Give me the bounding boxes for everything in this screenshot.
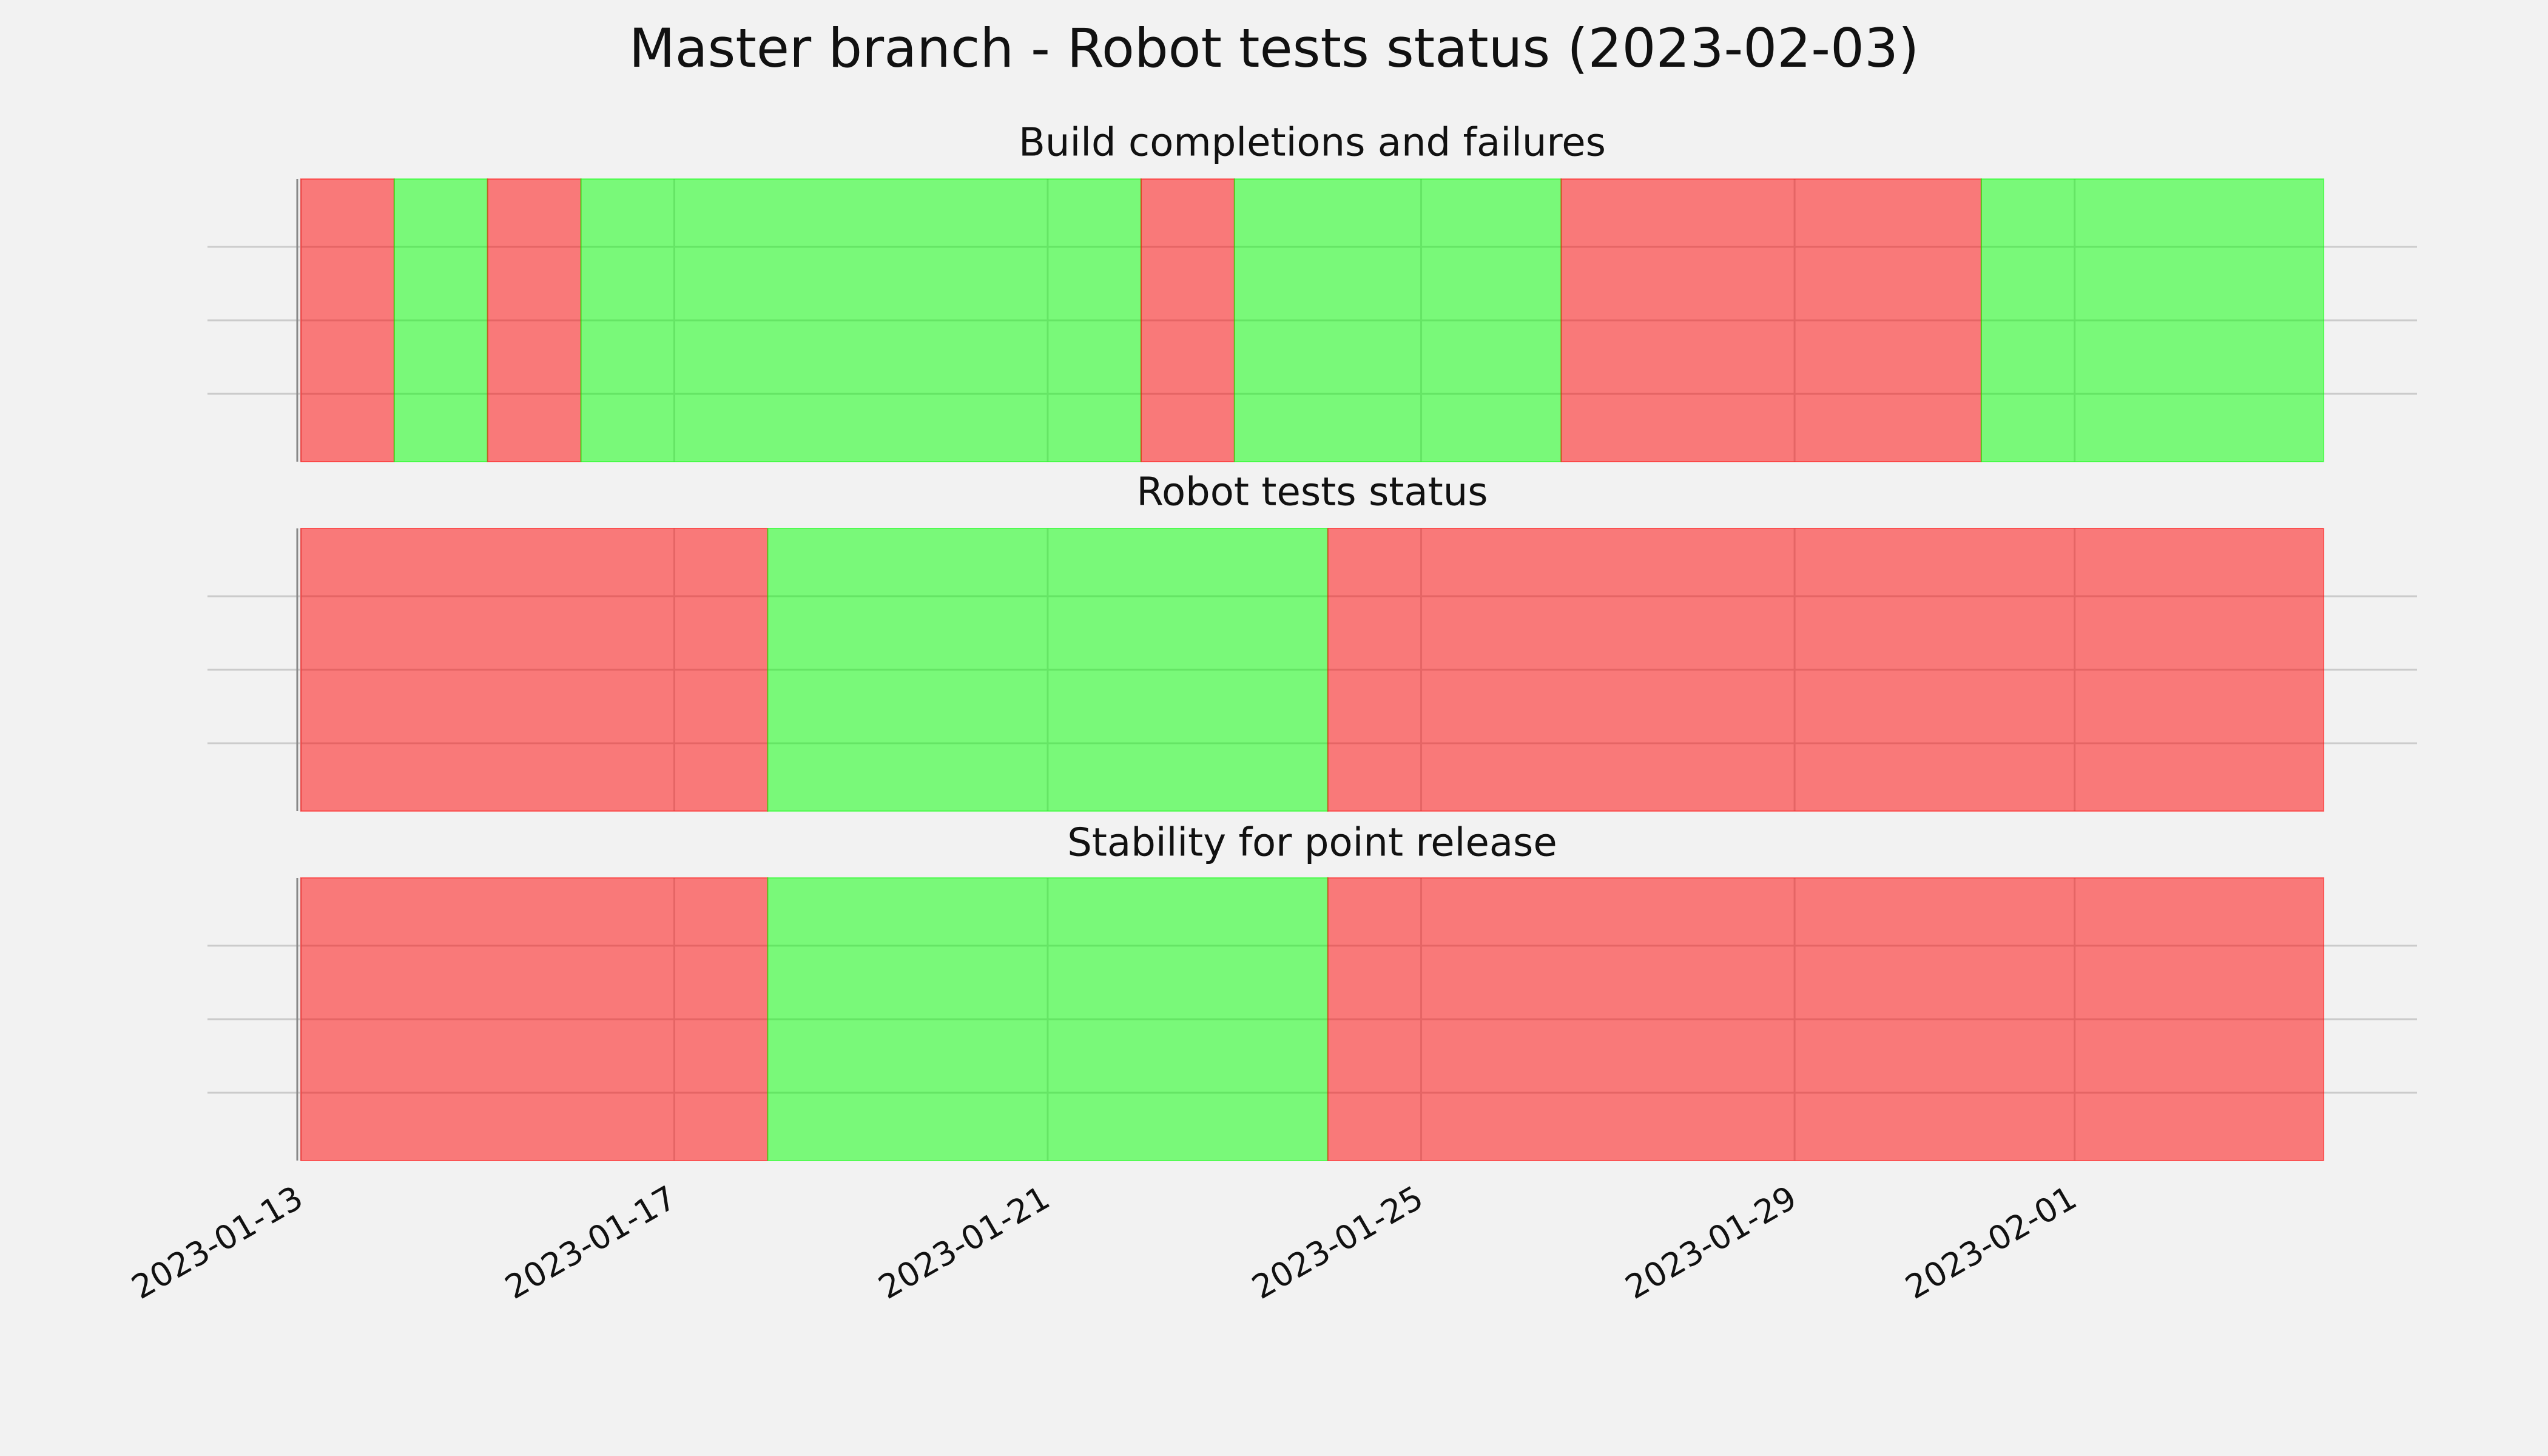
status-segment xyxy=(767,877,1329,1161)
status-segment xyxy=(487,178,582,462)
status-segment xyxy=(1560,178,1982,462)
chart-title: Master branch - Robot tests status (2023… xyxy=(629,17,1919,79)
panel-title: Stability for point release xyxy=(1067,821,1557,866)
status-segment xyxy=(300,528,769,812)
status-segment xyxy=(1233,178,1562,462)
status-segment xyxy=(1140,178,1235,462)
status-segment xyxy=(1980,178,2325,462)
status-segment xyxy=(393,178,488,462)
status-segment xyxy=(300,877,769,1161)
status-segment xyxy=(1327,877,2325,1161)
panel-title: Build completions and failures xyxy=(1019,121,1606,166)
status-segment xyxy=(1327,528,2325,812)
panel-title: Robot tests status xyxy=(1136,470,1488,515)
status-segment xyxy=(767,528,1329,812)
status-segment xyxy=(300,178,395,462)
status-segment xyxy=(580,178,1142,462)
